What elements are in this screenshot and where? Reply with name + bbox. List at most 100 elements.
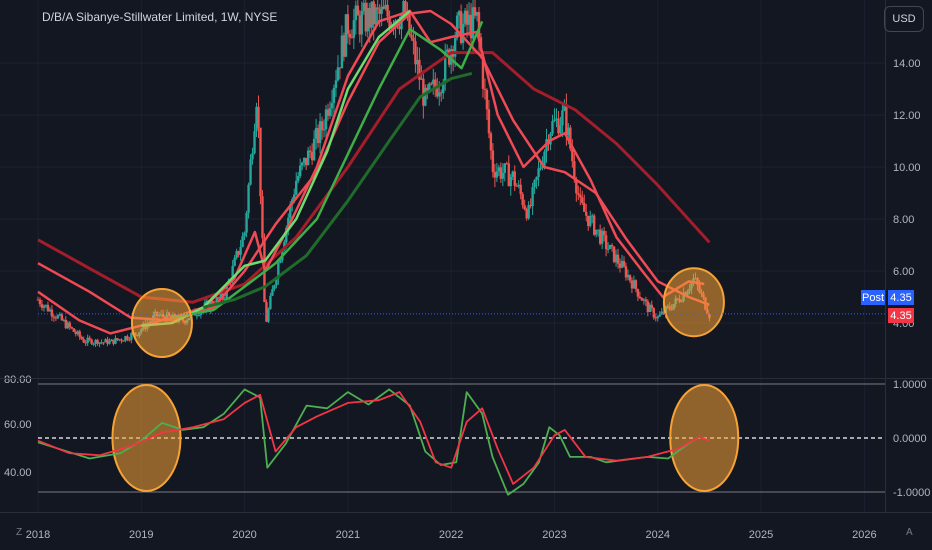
candle-body xyxy=(422,78,425,106)
candle-body xyxy=(334,80,338,88)
candle-body xyxy=(598,229,602,244)
candle-body xyxy=(52,316,56,318)
grid xyxy=(0,0,885,512)
candle-body xyxy=(223,298,226,300)
candle-body xyxy=(74,331,77,335)
candle-body xyxy=(426,87,429,91)
candle-body xyxy=(241,236,244,248)
candle-body xyxy=(630,280,634,289)
candle-body xyxy=(648,304,652,313)
candle-body xyxy=(477,12,481,38)
candle-body xyxy=(112,339,115,344)
candle-body xyxy=(366,8,369,32)
candle-body xyxy=(575,179,578,194)
candle-body xyxy=(600,230,604,244)
candle-body xyxy=(92,343,95,345)
candle-body xyxy=(471,7,475,39)
candle-body xyxy=(581,197,584,203)
candle-body xyxy=(312,138,316,161)
candle-body xyxy=(620,260,624,268)
candle-body xyxy=(308,150,312,153)
candle-body xyxy=(314,127,318,139)
candle-body xyxy=(360,11,363,35)
candle-body xyxy=(231,265,234,281)
candle-body xyxy=(94,339,97,344)
candle-body xyxy=(201,307,205,311)
candle-body xyxy=(539,167,542,169)
candle-body xyxy=(525,209,528,219)
candle-body xyxy=(455,15,459,39)
candle-body xyxy=(306,150,310,166)
chart-title: D/B/A Sibanye-Stillwater Limited, 1W, NY… xyxy=(42,10,277,24)
candle-body xyxy=(596,229,600,231)
candle-body xyxy=(483,88,487,90)
highlight-circles xyxy=(130,267,725,358)
x-tick-label: 2020 xyxy=(232,529,256,541)
candle-body xyxy=(98,342,101,344)
candle-body xyxy=(235,251,238,258)
auto-scale-toggle[interactable]: A xyxy=(906,527,913,538)
candle-body xyxy=(569,127,572,149)
oscillator-line xyxy=(37,391,710,485)
x-tick-label: 2026 xyxy=(852,529,876,541)
candle-body xyxy=(289,204,292,218)
candle-body xyxy=(354,5,358,21)
candle-body xyxy=(449,49,453,65)
candle-body xyxy=(485,89,489,110)
candle-body xyxy=(467,14,471,25)
candle-body xyxy=(656,316,659,319)
post-tag xyxy=(861,290,885,305)
candle-body xyxy=(82,339,85,343)
candle-body xyxy=(571,148,574,162)
osc-right-tick-label: 1.0000 xyxy=(893,379,927,391)
candle-body xyxy=(46,304,50,312)
candle-body xyxy=(463,10,467,24)
candle-body xyxy=(527,204,530,219)
post-price-label: 4.35 xyxy=(890,292,911,304)
candle-body xyxy=(48,309,52,312)
candle-body xyxy=(642,299,646,301)
candle-body xyxy=(219,293,222,299)
currency-button[interactable]: USD xyxy=(884,6,924,32)
candle-body xyxy=(253,131,256,154)
candle-body xyxy=(56,315,60,319)
candle-body xyxy=(424,87,427,106)
candle-body xyxy=(487,109,491,134)
candle-body xyxy=(628,274,632,281)
candle-body xyxy=(386,4,389,17)
candle-body xyxy=(195,315,199,317)
candle-body xyxy=(606,248,610,250)
candle-body xyxy=(469,14,473,39)
candle-body xyxy=(116,338,119,341)
candle-body xyxy=(489,133,493,151)
osc-right-tick-label: -1.0000 xyxy=(893,487,930,499)
candle-body xyxy=(342,35,346,57)
candle-body xyxy=(501,172,505,179)
candle-body xyxy=(445,49,449,52)
candle-body xyxy=(521,194,524,206)
candle-body xyxy=(372,1,375,25)
candle-body xyxy=(579,194,582,198)
candle-body xyxy=(36,299,40,301)
candle-body xyxy=(324,109,328,130)
osc-right-tick-label: 0.0000 xyxy=(893,433,927,445)
candle-body xyxy=(493,172,497,178)
candle-body xyxy=(559,125,562,134)
candle-body xyxy=(573,161,576,180)
candle-body xyxy=(277,262,280,279)
candle-body xyxy=(459,11,463,43)
candle-body xyxy=(362,2,365,12)
candle-body xyxy=(551,121,554,134)
candle-body xyxy=(583,202,586,212)
candle-body xyxy=(237,251,240,255)
candle-body xyxy=(416,59,419,65)
candle-body xyxy=(513,171,516,186)
candle-body xyxy=(302,157,306,163)
zoom-toggle[interactable]: Z xyxy=(16,527,23,538)
candle-body xyxy=(430,83,433,85)
price-highlight-circle xyxy=(130,288,193,358)
candle-body xyxy=(412,37,415,42)
candle-body xyxy=(585,211,588,216)
candle-body xyxy=(114,338,117,344)
